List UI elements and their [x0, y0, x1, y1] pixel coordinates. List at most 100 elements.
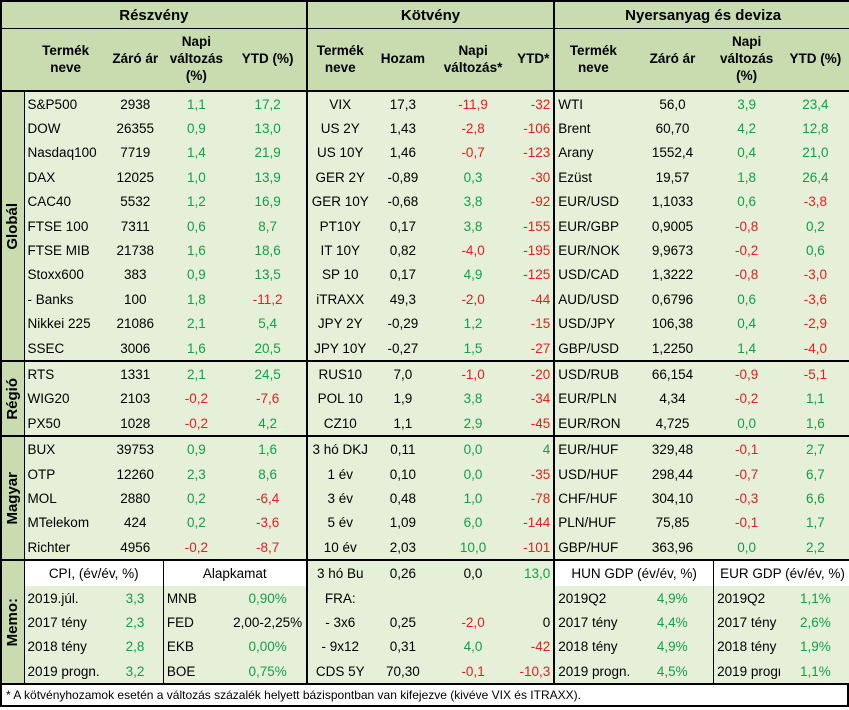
- bond-name: GER 10Y: [305, 189, 373, 214]
- commodity-close: 1,3222: [631, 262, 714, 288]
- stock-name: MTelekom: [24, 510, 108, 536]
- commodity-ytd: 0,6: [779, 238, 849, 263]
- stock-ytd: 8,6: [229, 461, 307, 487]
- cpi-period: 2017 tény: [24, 610, 108, 635]
- stock-close: 21086: [107, 311, 164, 336]
- commodity-close: 66,154: [631, 360, 714, 387]
- bond-daily-change: 2,9: [432, 411, 514, 437]
- bond-name: GER 2Y: [305, 165, 373, 190]
- memo-bond-ytd: [513, 585, 555, 611]
- stock-daily-change: 0,9: [163, 262, 230, 288]
- stock-close: 383: [107, 262, 164, 288]
- commodity-ytd: 1,6: [779, 411, 849, 437]
- bond-ytd: -125: [513, 262, 555, 288]
- stock-name: FTSE 100: [24, 213, 108, 239]
- memo-bond-ytd: -10,3: [513, 658, 555, 684]
- bond-daily-change: 0,0: [432, 435, 514, 462]
- stock-daily-change: -0,2: [163, 535, 230, 561]
- memo-bond-change: -2,0: [432, 610, 514, 635]
- column-header-row: Termék neve Záró ár Napi változás (%) YTD (…: [2, 28, 849, 92]
- commodity-name: AUD/USD: [553, 287, 632, 312]
- commodity-daily-change: -0,1: [713, 435, 780, 462]
- commodity-close: 75,85: [631, 510, 714, 536]
- bond-ytd: -106: [513, 116, 555, 141]
- bond-yield: 0,11: [372, 435, 433, 462]
- commodity-close: 60,70: [631, 116, 714, 141]
- bond-daily-change: 1,5: [432, 335, 514, 362]
- stock-name: Stoxx600: [24, 262, 108, 288]
- stock-ytd: -3,6: [229, 510, 307, 536]
- bond-yield: 17,3: [372, 91, 433, 117]
- stock-daily-change: 0,9: [163, 435, 230, 462]
- stock-ytd: -8,7: [229, 535, 307, 561]
- stock-ytd: 20,5: [229, 335, 307, 362]
- table-row: Richter 4956 -0,2 -8,7 10 év 2,03 10,0 -101 GBP/…: [2, 535, 849, 561]
- rate-bank: BOE: [162, 658, 230, 684]
- bond-name: CZ10: [305, 411, 373, 437]
- hun-gdp-value: 4,5%: [631, 658, 714, 684]
- stock-close: 100: [107, 287, 164, 312]
- bond-ytd: -15: [513, 311, 555, 336]
- stock-close: 21738: [107, 238, 164, 263]
- stock-close: 12260: [107, 461, 164, 487]
- commodity-name: Ezüst: [553, 165, 632, 190]
- bond-daily-change: -2,0: [432, 287, 514, 312]
- group-label-text: Régió: [4, 378, 22, 420]
- stock-name: WIG20: [24, 386, 108, 412]
- commodity-daily-change: 0,4: [713, 140, 780, 166]
- commodity-close: 0,9005: [631, 213, 714, 239]
- table-row: FTSE 100 7311 0,6 8,7 PT10Y 0,17 3,8 -155 EUR/GB…: [2, 213, 849, 239]
- stock-daily-change: 1,0: [163, 165, 230, 190]
- rate-bank: MNB: [162, 585, 230, 611]
- bond-daily-change: 3,8: [432, 213, 514, 239]
- stock-name: DOW: [24, 116, 108, 141]
- stock-name: S&P500: [24, 91, 108, 117]
- table-row: FTSE MIB 21738 1,6 18,6 IT 10Y 0,82 -4,0 -195 EU…: [2, 238, 849, 263]
- group-label-region: Régió: [2, 360, 25, 437]
- commodity-name: GBP/HUF: [553, 535, 632, 561]
- bond-daily-change: 1,2: [432, 311, 514, 336]
- commodity-name: USD/RUB: [553, 360, 632, 387]
- bond-daily-change: -2,8: [432, 116, 514, 141]
- stock-daily-change: 1,4: [163, 140, 230, 166]
- stock-name: Nasdaq100: [24, 140, 108, 166]
- bond-yield: 0,17: [372, 213, 433, 239]
- commodity-ytd: 12,8: [779, 116, 849, 141]
- group-label-text: Globál: [4, 202, 22, 250]
- hun-gdp-period: 2017 tény: [553, 610, 632, 635]
- commodity-close: 298,44: [631, 461, 714, 487]
- cpi-value: 3,2: [107, 658, 164, 684]
- stock-name: CAC40: [24, 189, 108, 214]
- stock-daily-change: 0,2: [163, 486, 230, 511]
- bond-ytd: -32: [513, 91, 555, 117]
- group-label-memo: Memo:: [2, 559, 25, 684]
- commodity-close: 106,38: [631, 311, 714, 336]
- commodity-name: USD/JPY: [553, 311, 632, 336]
- commodity-name: EUR/GBP: [553, 213, 632, 239]
- table-row: MTelekom 424 0,2 -3,6 5 év 1,09 6,0 -144 PLN/HUF…: [2, 510, 849, 536]
- hun-gdp-period: 2019Q2: [553, 585, 632, 611]
- stock-close: 7311: [107, 213, 164, 239]
- column-header-bond-0: Termék neve: [305, 28, 373, 92]
- column-header-stock-1: Záró ár: [107, 28, 164, 92]
- bond-yield: -0,68: [372, 189, 433, 214]
- stock-close: 1028: [107, 411, 164, 437]
- rate-value: 0,90%: [229, 585, 307, 611]
- stock-close: 2103: [107, 386, 164, 412]
- commodity-daily-change: 4,2: [713, 116, 780, 141]
- commodity-close: 4,34: [631, 386, 714, 412]
- memo-bond-yield: [372, 585, 433, 611]
- commodity-name: EUR/USD: [553, 189, 632, 214]
- memo-bond-ytd: 13,0: [513, 559, 555, 586]
- stock-close: 7719: [107, 140, 164, 166]
- rate-title: Alapkamat: [162, 559, 307, 586]
- cpi-title: CPI, (év/év, %): [24, 559, 164, 586]
- table-row: SSEC 3006 1,6 20,5 JPY 10Y -0,27 1,5 -27 GBP/USD…: [2, 335, 849, 362]
- table-row: Nikkei 225 21086 2,1 5,4 JPY 2Y -0,29 1,2 -15 US…: [2, 311, 849, 336]
- commodity-name: CHF/HUF: [553, 486, 632, 511]
- stock-ytd: 1,6: [229, 435, 307, 462]
- commodity-ytd: -2,9: [779, 311, 849, 336]
- bond-name: PT10Y: [305, 213, 373, 239]
- bond-ytd: -92: [513, 189, 555, 214]
- commodity-name: EUR/RON: [553, 411, 632, 437]
